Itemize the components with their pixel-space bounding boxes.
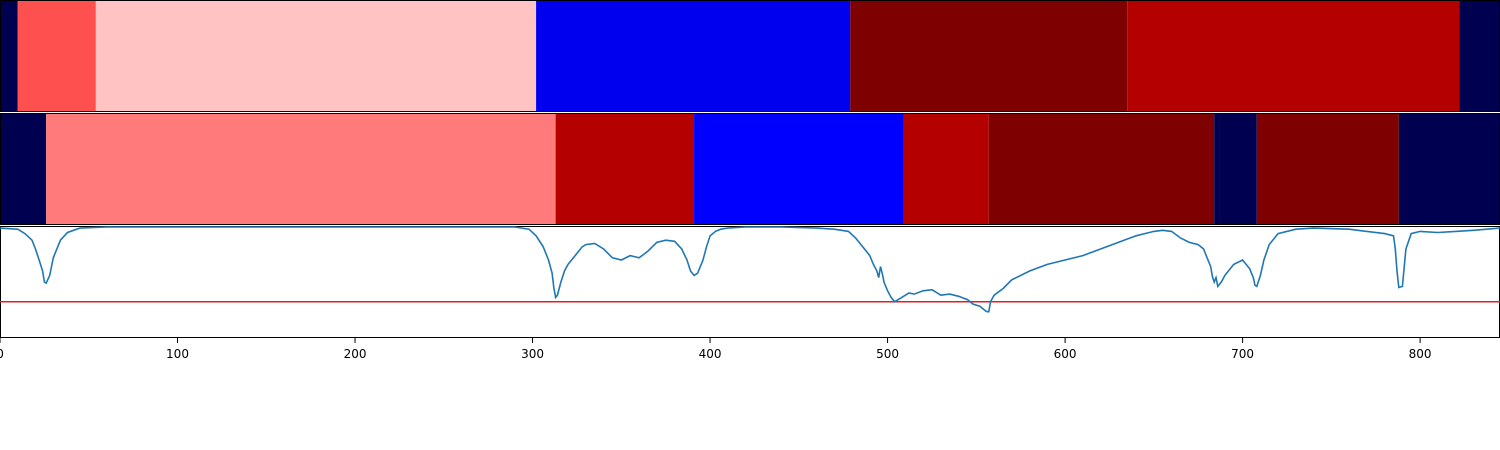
heatmap-2-segment-2 <box>555 114 695 224</box>
heatmap-1-segment-5 <box>1127 1 1460 111</box>
heatmap-1-segment-1 <box>17 1 96 111</box>
x-tick-label-700: 700 <box>1231 347 1254 361</box>
heatmap-1-segment-4 <box>850 1 1128 111</box>
x-tick-label-400: 400 <box>699 347 722 361</box>
heatmap-1-segment-2 <box>95 1 537 111</box>
x-tick-label-800: 800 <box>1409 347 1432 361</box>
heatmap-2-segment-9 <box>1398 114 1500 224</box>
x-axis: 0 100 200 300 400 500 600 700 800 <box>0 338 1432 361</box>
heatmap-2-segment-7 <box>1219 114 1257 224</box>
x-tick-label-300: 300 <box>521 347 544 361</box>
heatmap-strip-1 <box>0 1 1500 111</box>
heatmap-2-segment-0 <box>0 114 47 224</box>
x-tick-label-100: 100 <box>166 347 189 361</box>
heatmap-2-segment-8 <box>1256 114 1399 224</box>
heatmap-2-segment-4 <box>903 114 989 224</box>
heatmap-2-segment-5 <box>988 114 1215 224</box>
heatmap-2-segment-1 <box>46 114 556 224</box>
x-tick-label-0: 0 <box>0 347 4 361</box>
series-line <box>0 226 1500 313</box>
heatmap-2-segment-3 <box>694 114 904 224</box>
heatmap-2-segment-6 <box>1214 114 1220 224</box>
x-tick-label-200: 200 <box>344 347 367 361</box>
x-tick-label-600: 600 <box>1054 347 1077 361</box>
heatmap-strip-2 <box>0 114 1500 224</box>
heatmap-1-segment-3 <box>536 1 851 111</box>
heatmap-1-segment-6 <box>1459 1 1500 111</box>
heatmap-1-segment-0 <box>0 1 18 111</box>
x-tick-label-500: 500 <box>876 347 899 361</box>
